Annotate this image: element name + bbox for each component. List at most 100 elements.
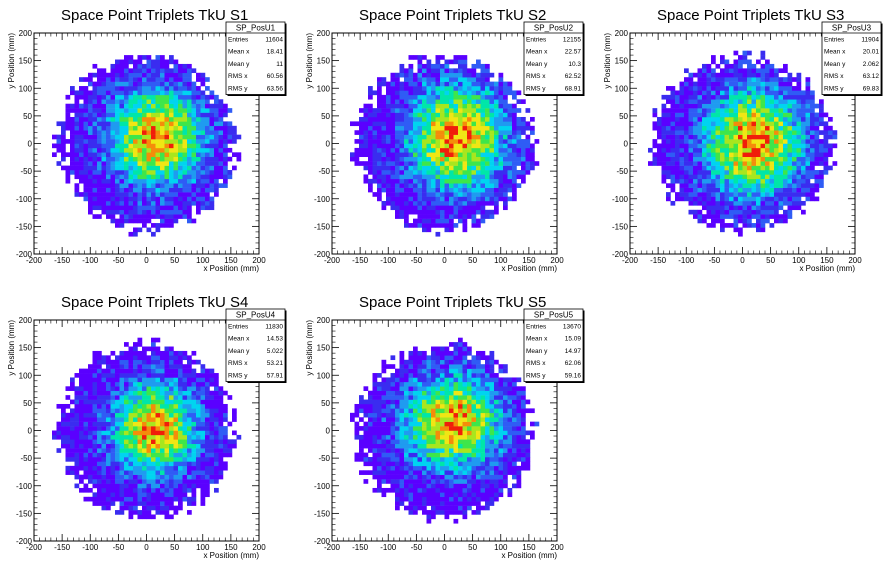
histogram-bin [119, 68, 125, 74]
histogram-bin [61, 143, 66, 149]
histogram-bin [79, 103, 84, 109]
histogram-bin [160, 430, 165, 436]
histogram-bin [160, 461, 165, 467]
histogram-bin [142, 130, 147, 135]
histogram-bin [774, 170, 779, 175]
histogram-bin [670, 108, 676, 113]
histogram-bin [79, 108, 84, 113]
histogram-bin [79, 487, 84, 493]
histogram-bin [218, 408, 224, 414]
histogram-bin [368, 170, 373, 175]
histogram-bin [426, 218, 432, 224]
histogram-bin [173, 474, 179, 480]
histogram-bin [187, 483, 192, 489]
histogram-bin [115, 147, 120, 153]
histogram-bin [435, 130, 441, 135]
histogram-bin [92, 359, 98, 365]
histogram-bin [97, 161, 102, 166]
histogram-bin [720, 187, 725, 193]
histogram-bin [146, 94, 152, 100]
histogram-bin [205, 183, 210, 188]
histogram-bin [92, 196, 98, 202]
histogram-bin [106, 152, 111, 158]
histogram-bin [458, 152, 463, 158]
histogram-bin [187, 355, 192, 361]
histogram-bin [106, 412, 111, 418]
histogram-bin [738, 86, 743, 91]
histogram-bin [408, 165, 414, 171]
histogram-bin [169, 205, 174, 211]
histogram-bin [783, 183, 788, 188]
histogram-bin [693, 143, 698, 149]
histogram-bin [386, 156, 391, 162]
histogram-bin [792, 94, 797, 100]
histogram-bin [503, 170, 508, 175]
histogram-bin [363, 439, 369, 445]
histogram-bin [783, 94, 788, 100]
histogram-bin [137, 227, 143, 233]
histogram-bin [133, 63, 138, 69]
histogram-bin [792, 121, 797, 127]
histogram-bin [390, 121, 396, 127]
histogram-bin [200, 94, 206, 100]
histogram-bin [205, 196, 210, 202]
histogram-bin [146, 465, 152, 471]
histogram-bin [377, 161, 382, 166]
histogram-bin [137, 368, 143, 374]
histogram-bin [417, 68, 423, 74]
histogram-bin [408, 68, 414, 74]
histogram-bin [467, 94, 472, 100]
histogram-bin [435, 165, 441, 171]
histogram-bin [200, 381, 206, 387]
histogram-bin [738, 227, 743, 233]
histogram-bin [453, 116, 459, 122]
histogram-bin [97, 350, 102, 356]
histogram-bin [787, 156, 793, 162]
histogram-bin [146, 90, 152, 96]
histogram-bin [133, 156, 138, 162]
histogram-bin [760, 125, 766, 131]
histogram-bin [151, 77, 156, 82]
histogram-bin [200, 77, 206, 82]
histogram-bin [368, 461, 373, 467]
histogram-bin [801, 90, 806, 96]
histogram-bin [178, 86, 183, 91]
histogram-bin [774, 99, 779, 104]
histogram-bin [530, 156, 535, 162]
histogram-bin [440, 192, 445, 197]
histogram-bin [697, 200, 703, 206]
histogram-bin [196, 178, 201, 184]
histogram-bin [688, 170, 694, 175]
stats-value: 11 [276, 61, 283, 68]
histogram-bin [787, 170, 793, 175]
histogram-bin [205, 470, 210, 475]
histogram-bin [97, 147, 102, 153]
histogram-bin [187, 426, 192, 431]
histogram-bin [363, 112, 369, 118]
histogram-bin [155, 214, 161, 219]
histogram-bin [124, 130, 129, 135]
histogram-bin [74, 116, 80, 122]
histogram-bin [164, 152, 170, 158]
histogram-bin [697, 134, 703, 140]
histogram-bin [359, 134, 364, 140]
histogram-bin [205, 434, 210, 440]
histogram-bin [209, 139, 215, 144]
histogram-bin [381, 134, 387, 140]
histogram-bin [209, 399, 215, 405]
histogram-bin [137, 178, 143, 184]
histogram-bin [467, 90, 472, 96]
histogram-bin [169, 346, 174, 352]
histogram-bin [729, 152, 734, 158]
histogram-bin [494, 170, 499, 175]
histogram-bin [182, 355, 188, 361]
histogram-bin [476, 156, 481, 162]
histogram-bin [232, 443, 237, 449]
histogram-bin [711, 178, 716, 184]
histogram-bin [214, 479, 219, 484]
histogram-bin [160, 408, 165, 414]
histogram-bin [79, 399, 84, 405]
histogram-bin [503, 116, 508, 122]
histogram-bin [214, 377, 219, 383]
histogram-bin [711, 209, 716, 215]
